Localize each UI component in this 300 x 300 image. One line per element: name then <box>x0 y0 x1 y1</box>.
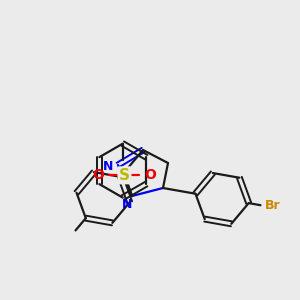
Text: O: O <box>145 168 156 182</box>
Text: N: N <box>122 197 132 211</box>
Text: O: O <box>92 168 104 182</box>
Text: S: S <box>119 168 130 183</box>
Text: Br: Br <box>265 199 280 212</box>
Text: N: N <box>103 160 113 172</box>
